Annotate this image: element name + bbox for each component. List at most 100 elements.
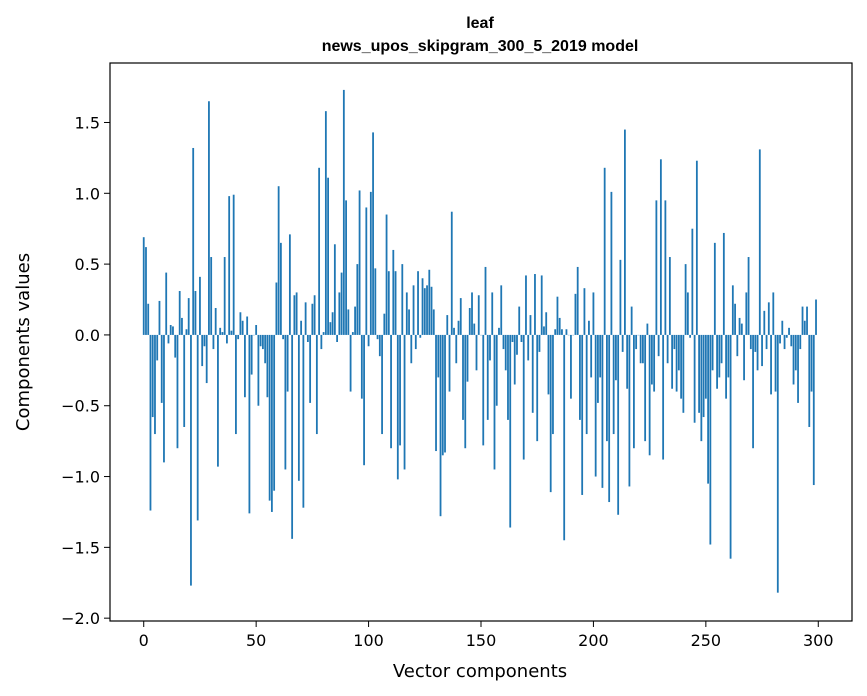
bar-79 — [320, 334, 323, 350]
bar-155 — [491, 292, 494, 335]
bar-174 — [534, 274, 536, 335]
bar-202 — [597, 334, 599, 403]
bar-267 — [743, 334, 745, 381]
bar-132 — [439, 334, 442, 517]
bar-222 — [641, 334, 644, 364]
bar-203 — [599, 334, 602, 378]
bar-240 — [682, 334, 685, 413]
bar-288 — [790, 334, 793, 347]
bar-95 — [356, 264, 359, 335]
bar-80 — [322, 332, 325, 335]
bar-238 — [677, 334, 680, 371]
bars-group — [142, 89, 817, 593]
bar-215 — [626, 334, 629, 389]
bar-22 — [192, 147, 195, 335]
bar-179 — [545, 312, 548, 335]
bar-123 — [419, 334, 422, 338]
bar-138 — [453, 327, 455, 335]
bar-122 — [417, 271, 419, 335]
bar-221 — [639, 334, 642, 364]
bar-198 — [588, 320, 590, 335]
bar-204 — [601, 334, 604, 488]
bar-98 — [363, 334, 365, 466]
bar-14 — [174, 334, 177, 358]
bar-57 — [270, 334, 273, 512]
bar-148 — [475, 334, 478, 371]
bar-160 — [502, 334, 505, 350]
bar-97 — [360, 334, 363, 399]
bar-199 — [590, 334, 593, 378]
bar-75 — [311, 303, 314, 335]
bar-83 — [329, 322, 332, 335]
bar-115 — [401, 264, 404, 335]
bar-146 — [471, 292, 473, 335]
bar-196 — [583, 288, 586, 335]
bar-242 — [686, 292, 689, 335]
bar-274 — [758, 149, 761, 335]
bar-5 — [154, 334, 156, 435]
bar-284 — [781, 320, 784, 335]
bar-130 — [435, 334, 437, 452]
bar-298 — [812, 334, 815, 486]
bar-256 — [718, 334, 721, 378]
bar-268 — [745, 292, 748, 335]
bar-120 — [412, 285, 415, 335]
bar-30 — [210, 257, 213, 335]
bar-247 — [698, 334, 700, 413]
bar-286 — [785, 334, 788, 338]
bar-59 — [275, 282, 278, 335]
bar-212 — [619, 259, 622, 335]
bar-121 — [414, 334, 417, 350]
bar-291 — [797, 334, 799, 403]
bar-11 — [167, 334, 170, 344]
bar-9 — [163, 334, 165, 463]
bar-6 — [156, 334, 159, 361]
bar-116 — [403, 334, 406, 470]
bar-258 — [722, 232, 725, 335]
bar-157 — [495, 334, 498, 406]
bar-207 — [608, 334, 611, 503]
bar-246 — [695, 160, 698, 335]
bar-266 — [740, 323, 743, 335]
bar-92 — [349, 334, 352, 392]
bar-93 — [351, 332, 354, 335]
bar-231 — [662, 334, 665, 460]
bar-223 — [644, 334, 647, 442]
bar-170 — [525, 275, 527, 335]
x-axis-label: Vector components — [393, 661, 567, 682]
bar-38 — [228, 196, 231, 335]
y-tick-label: 1.0 — [75, 184, 100, 203]
bar-119 — [410, 334, 413, 364]
bar-114 — [399, 334, 401, 446]
bar-177 — [540, 275, 543, 335]
x-tick-label: 300 — [803, 631, 834, 650]
y-tick-label: −0.5 — [61, 397, 100, 416]
bar-86 — [336, 334, 338, 342]
bar-102 — [372, 132, 374, 335]
y-tick-label: −2.0 — [61, 609, 100, 628]
bar-276 — [763, 310, 766, 335]
bar-58 — [273, 334, 276, 491]
bar-181 — [549, 334, 552, 493]
bar-153 — [486, 334, 489, 420]
bar-214 — [624, 129, 626, 335]
bar-125 — [423, 288, 426, 335]
bar-87 — [338, 292, 341, 335]
bar-43 — [239, 312, 242, 335]
bar-42 — [237, 334, 240, 340]
bar-226 — [650, 334, 653, 385]
bar-253 — [711, 334, 714, 371]
bar-263 — [734, 303, 736, 335]
bar-27 — [203, 334, 206, 347]
bar-17 — [181, 317, 183, 335]
bar-106 — [381, 334, 383, 435]
bar-176 — [538, 334, 541, 352]
bar-77 — [315, 334, 318, 435]
bar-1 — [145, 247, 147, 335]
bar-244 — [691, 228, 694, 335]
bar-136 — [448, 334, 451, 392]
bar-36 — [223, 257, 226, 335]
bar-81 — [324, 111, 327, 335]
bar-299 — [815, 299, 817, 335]
bar-272 — [754, 334, 757, 352]
